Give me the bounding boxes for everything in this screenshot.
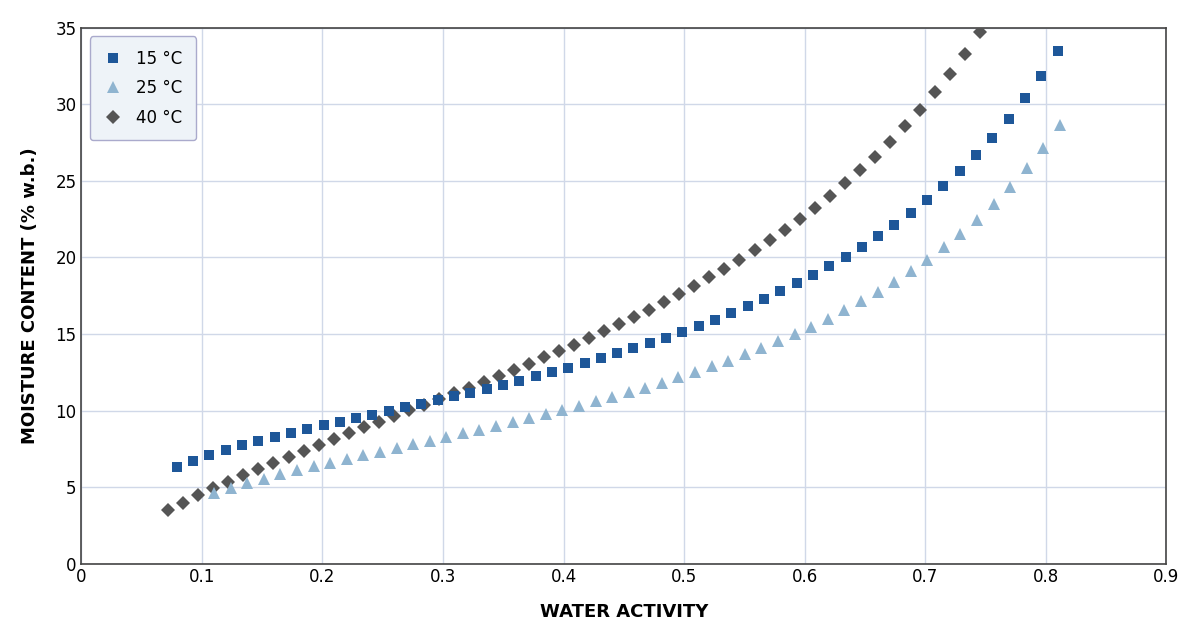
- X-axis label: WATER ACTIVITY: WATER ACTIVITY: [540, 603, 708, 621]
- 40 °C: [718, 265, 732, 272]
- Line: 40 °C: 40 °C: [163, 0, 1060, 515]
- Legend: 15 °C, 25 °C, 40 °C: 15 °C, 25 °C, 40 °C: [90, 36, 196, 140]
- 25 °C: [605, 393, 619, 401]
- 15 °C: [1050, 47, 1064, 55]
- Line: 15 °C: 15 °C: [172, 46, 1062, 472]
- 40 °C: [161, 507, 175, 514]
- 15 °C: [382, 407, 396, 415]
- 40 °C: [386, 412, 401, 420]
- 25 °C: [274, 471, 288, 478]
- Y-axis label: MOISTURE CONTENT (% w.b.): MOISTURE CONTENT (% w.b.): [20, 148, 38, 444]
- 15 °C: [496, 381, 510, 388]
- 15 °C: [1034, 72, 1049, 80]
- 15 °C: [268, 433, 282, 441]
- 40 °C: [311, 441, 325, 449]
- 15 °C: [169, 463, 184, 471]
- 25 °C: [721, 357, 736, 365]
- 40 °C: [416, 401, 431, 409]
- 15 °C: [332, 418, 347, 426]
- 40 °C: [462, 384, 476, 392]
- 25 °C: [986, 200, 1001, 208]
- 25 °C: [206, 489, 221, 496]
- 40 °C: [446, 390, 461, 397]
- 25 °C: [505, 418, 520, 426]
- 25 °C: [1052, 121, 1067, 129]
- 25 °C: [755, 344, 769, 352]
- 15 °C: [953, 168, 967, 175]
- Line: 25 °C: 25 °C: [209, 120, 1066, 498]
